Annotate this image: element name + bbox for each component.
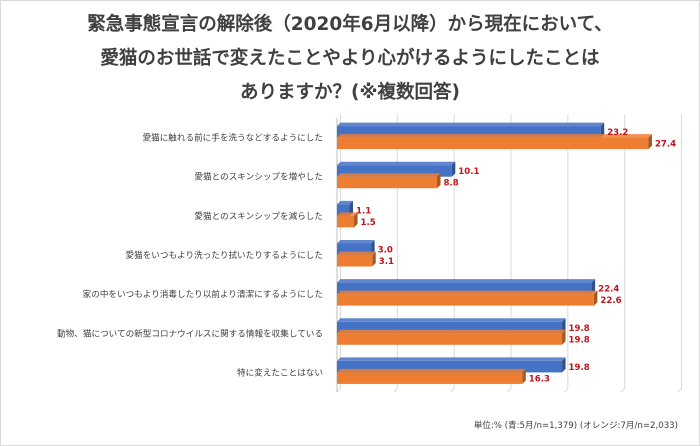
bar-end-face: [349, 200, 354, 216]
bar-orange: [337, 215, 355, 228]
category-label: 愛猫に触れる前に手を洗うなどするようにした: [143, 132, 323, 144]
bar-blue: [337, 243, 372, 255]
data-label: 27.4: [655, 140, 676, 150]
bar-blue: [337, 360, 563, 373]
bar-orange: [337, 255, 373, 267]
gridline-foot: [677, 388, 682, 393]
bar-blue: [337, 126, 601, 138]
bar-orange: [337, 176, 438, 189]
bar-top-face: [337, 161, 456, 166]
bar-top-face: [337, 240, 375, 244]
data-label: 22.4: [598, 285, 619, 295]
bar-top-face: [337, 290, 598, 295]
chart-title-line-1: 緊急事態宣言の解除後（2020年6月以降）から現在において、: [87, 14, 613, 35]
bar-end-face: [600, 122, 605, 138]
category-label: 愛猫とのスキンシップを減らした: [194, 210, 323, 222]
category-label: 家の中をいつもより消毒したり以前より清潔にするようにした: [83, 288, 323, 300]
data-label: 10.1: [458, 167, 479, 177]
gridline-foot: [336, 388, 341, 393]
bar-end-face: [593, 290, 598, 306]
bar-end-face: [354, 212, 358, 228]
bar-top-face: [337, 122, 605, 127]
bar-top-face: [337, 279, 596, 283]
bar-top-face: [337, 368, 526, 373]
data-label: 1.1: [356, 206, 371, 216]
data-label: 16.3: [529, 374, 550, 384]
bar-top-face: [337, 329, 566, 334]
bar-end-face: [648, 134, 652, 150]
bar-blue: [337, 282, 592, 295]
bar-end-face: [451, 161, 456, 177]
category-label: 特に変えたことはない: [237, 366, 323, 378]
bar-top-face: [337, 173, 441, 177]
bar-orange: [337, 372, 523, 384]
bar-top-face: [337, 318, 566, 322]
gridline-foot: [393, 388, 398, 393]
gridline-foot: [450, 388, 455, 393]
bar-end-face: [562, 329, 566, 345]
labels: 愛猫に触れる前に手を洗うなどするようにした 23.2 27.4 愛猫とのスキンシップを…: [57, 128, 676, 384]
chart-title-line-3: ありますか？(※複数回答): [240, 82, 460, 103]
data-label: 3.0: [378, 246, 393, 256]
bar-end-face: [562, 318, 566, 334]
data-label: 19.8: [569, 324, 590, 334]
bar-blue: [337, 204, 350, 216]
bar-end-face: [372, 251, 376, 267]
bar-blue: [337, 321, 563, 334]
bar-top-face: [337, 134, 652, 138]
category-label: 愛猫をいつもより洗ったり拭いたりするようにした: [126, 249, 324, 261]
category-label: 愛猫とのスキンシップを増やした: [194, 171, 323, 183]
gridline-foot: [507, 388, 512, 393]
data-label: 23.2: [607, 128, 628, 138]
data-label: 22.6: [600, 296, 621, 306]
bar-orange: [337, 333, 563, 345]
bar-end-face: [591, 279, 596, 295]
footnote: 単位:% (青:5月/n=1,379) (オレンジ:7月/n=2,033): [473, 421, 678, 431]
bar-end-face: [371, 240, 375, 255]
gridline-foot: [620, 388, 626, 393]
data-label: 19.8: [569, 335, 590, 345]
bar-blue: [337, 165, 452, 177]
data-label: 3.1: [379, 257, 394, 267]
data-label: 19.8: [569, 363, 590, 373]
data-label: 8.8: [444, 179, 459, 189]
bar-end-face: [562, 357, 566, 373]
bar-top-face: [337, 251, 376, 255]
bar-end-face: [437, 173, 441, 189]
category-label: 動物、猫についての新型コロナウイルスに関する情報を収集している: [57, 327, 323, 339]
gridline-foot: [563, 388, 569, 393]
bar-orange: [337, 294, 594, 306]
bar-top-face: [337, 357, 566, 361]
bar-orange: [337, 137, 649, 150]
data-label: 1.5: [361, 218, 376, 228]
chart-title-line-2: 愛猫のお世話で変えたことやより心がけるようにしたことは: [100, 48, 600, 69]
bar-top-face: [337, 212, 358, 216]
bar-end-face: [522, 368, 526, 384]
bars: [337, 122, 652, 384]
bar-top-face: [337, 200, 354, 205]
